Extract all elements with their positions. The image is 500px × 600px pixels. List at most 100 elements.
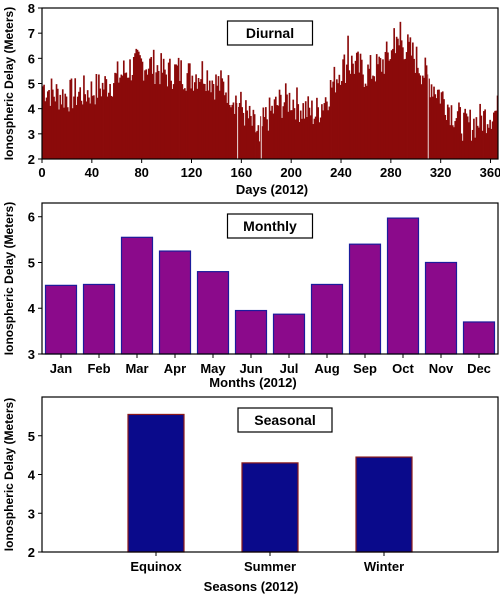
chart-title-box (237, 407, 333, 433)
bar-dec (462, 321, 496, 355)
diurnal-bar (101, 82, 104, 159)
diurnal-bar (79, 87, 82, 159)
diurnal-bar (154, 84, 156, 159)
diurnal-bar (83, 75, 85, 159)
diurnal-bar (281, 117, 283, 159)
diurnal-bar (194, 82, 196, 159)
diurnal-bar (141, 61, 144, 160)
diurnal-bar (486, 124, 489, 159)
diurnal-bar (266, 119, 268, 159)
diurnal-bar (430, 84, 433, 159)
diurnal-bar (227, 75, 230, 159)
x-tick-label: 360 (480, 165, 500, 180)
diurnal-bar (318, 122, 321, 159)
diurnal-bar (359, 53, 362, 159)
diurnal-bar (383, 73, 386, 159)
diurnal-bar (169, 58, 171, 159)
diurnal-bar (480, 115, 483, 159)
diurnal-bar (265, 107, 267, 159)
diurnal-bar (468, 122, 470, 159)
diurnal-bar (346, 64, 348, 159)
diurnal-bar (408, 41, 410, 160)
diurnal-bar (445, 119, 448, 159)
diurnal-bar (387, 52, 389, 159)
diurnal-bar (321, 104, 323, 159)
diurnal-bar (144, 70, 146, 159)
diurnal-bar (301, 118, 303, 159)
bar-summer (241, 462, 299, 553)
diurnal-bar (298, 122, 301, 159)
diurnal-bar (248, 105, 251, 159)
diurnal-bar (446, 104, 449, 159)
diurnal-bar (397, 38, 399, 159)
diurnal-bar (145, 69, 148, 159)
diurnal-bar (409, 37, 412, 160)
x-tick-label: 80 (134, 165, 148, 180)
x-tick-label: Jul (280, 361, 299, 376)
diurnal-bar (291, 110, 293, 159)
x-tick-label: Equinox (130, 559, 182, 574)
diurnal-bar (189, 63, 191, 159)
diurnal-bar (439, 103, 442, 159)
y-tick-label: 4 (28, 102, 36, 117)
x-tick-label: 160 (230, 165, 252, 180)
x-axis-label: Months (2012) (209, 375, 296, 390)
diurnal-bar (120, 74, 123, 159)
diurnal-bar (276, 105, 278, 159)
diurnal-bar (159, 84, 161, 159)
y-tick-label: 8 (28, 1, 35, 16)
diurnal-bar (90, 81, 93, 159)
diurnal-bar (226, 102, 229, 159)
diurnal-bar (251, 125, 253, 159)
diurnal-bar (85, 101, 88, 159)
diurnal-bar (334, 92, 337, 159)
diurnal-bar (342, 59, 344, 160)
diurnal-bar (419, 75, 422, 159)
diurnal-bar (91, 95, 94, 159)
diurnal-bar (81, 104, 84, 159)
y-tick-label: 3 (28, 127, 35, 142)
y-tick-label: 5 (28, 77, 35, 92)
diurnal-bar (78, 91, 80, 159)
x-tick-label: Mar (125, 361, 148, 376)
diurnal-bar (360, 59, 363, 159)
diurnal-bar (323, 103, 326, 159)
diurnal-bar (110, 95, 113, 159)
diurnal-bar (464, 108, 467, 159)
diurnal-bar (307, 96, 310, 159)
bar-jun (234, 309, 268, 355)
diurnal-bar (404, 58, 407, 159)
diurnal-bar (394, 53, 397, 159)
diurnal-bar (185, 90, 187, 159)
diurnal-bar (312, 124, 315, 159)
diurnal-bar (166, 86, 169, 159)
diurnal-bar (413, 58, 415, 159)
diurnal-bar (449, 125, 452, 159)
diurnal-bar (196, 88, 199, 159)
diurnal-bar (279, 94, 282, 159)
diurnal-bar (48, 89, 50, 159)
y-tick-label: 6 (28, 51, 35, 66)
diurnal-bar (388, 60, 391, 159)
diurnal-bar (94, 104, 96, 159)
diurnal-bar (377, 64, 379, 159)
diurnal-bar (184, 88, 186, 159)
diurnal-bar (129, 59, 131, 159)
bar-oct (386, 217, 420, 355)
diurnal-bar (122, 60, 125, 159)
diurnal-bar (362, 74, 364, 159)
diurnal-bar (86, 90, 89, 159)
diurnal-bar (195, 74, 197, 159)
diurnal-bar (53, 96, 55, 159)
diurnal-bar (238, 102, 241, 159)
x-tick-label: 320 (430, 165, 452, 180)
diurnal-bar (71, 108, 74, 159)
diurnal-bar (161, 72, 164, 159)
diurnal-bar (314, 116, 317, 159)
y-axis-label: Ionospheric Delay (Meters) (2, 202, 16, 355)
diurnal-bar (319, 117, 322, 159)
diurnal-bar (326, 101, 328, 159)
diurnal-bar (268, 97, 271, 159)
diurnal-bar (313, 118, 316, 159)
diurnal-bar (220, 70, 222, 159)
